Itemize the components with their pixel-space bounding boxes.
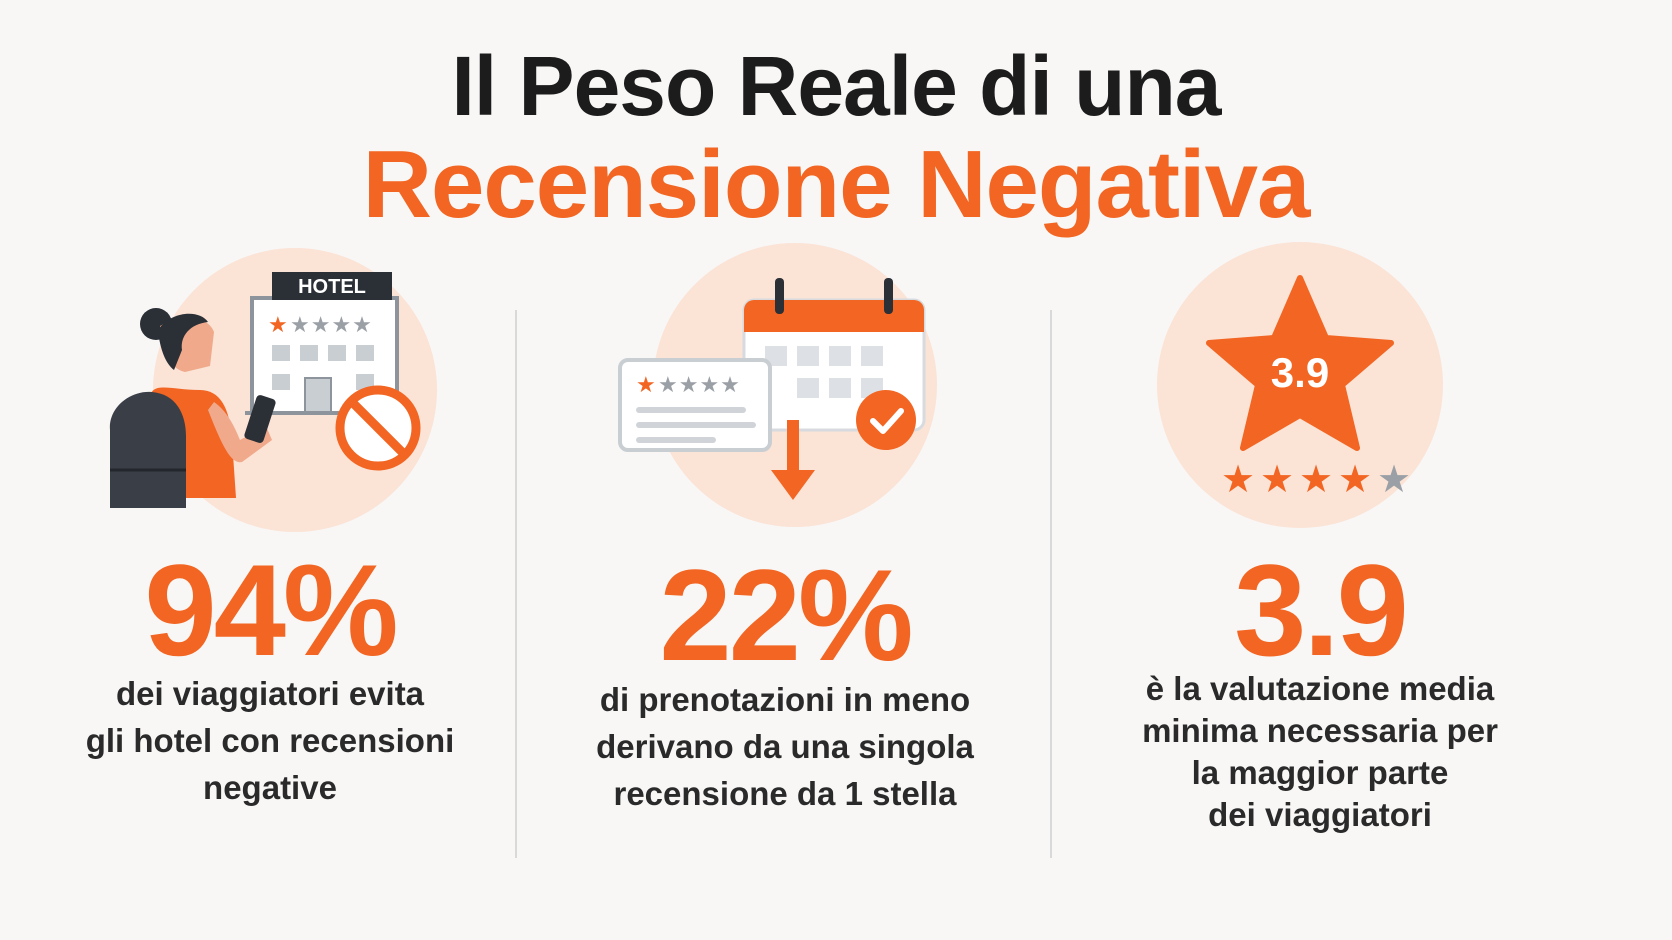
rating-star-icon: ★ [1377, 457, 1411, 501]
stat-description: di prenotazioni in meno derivano da una … [515, 676, 1055, 817]
star-rating-label: 3.9 [1271, 349, 1329, 396]
stat-description-line: gli hotel con recensioni [85, 722, 455, 759]
svg-text:★: ★ [636, 373, 656, 398]
rating-star-icon: ★ [1260, 457, 1294, 501]
stat-description-line: è la valutazione media [1145, 670, 1495, 707]
stat-value: 22% [659, 542, 913, 688]
rating-star-icon: ★ [1221, 457, 1255, 501]
stat-description-line: dei viaggiatori evita [115, 675, 425, 712]
stat-card-rating: 3.9 ★ ★ ★ ★ ★ 3.9 è la valutazione media min… [1050, 0, 1590, 940]
svg-text:★: ★ [268, 313, 288, 338]
review-calendar-down-icon: ★ ★★★★ [618, 243, 937, 527]
column-divider [515, 310, 517, 858]
stat-description-line: recensione da 1 stella [613, 775, 957, 812]
stat-description-line: derivano da una singola [596, 728, 974, 765]
stat-value: 94% [144, 537, 398, 683]
stat-value: 3.9 [1234, 537, 1409, 683]
stat-description-line: negative [203, 769, 337, 806]
svg-text:★★★★: ★★★★ [290, 313, 373, 338]
stat-description: è la valutazione media minima necessaria… [1050, 668, 1590, 836]
column-divider [1050, 310, 1052, 858]
rating-star-icon: ★ [1299, 457, 1333, 501]
rating-stars: ★ ★ ★ ★ ★ [1221, 457, 1411, 501]
stat-card-travelers: HOTEL ★ ★★★★ 94% dei viaggiatori evita g… [0, 0, 540, 940]
stat-description-line: di prenotazioni in meno [599, 681, 971, 718]
stat-description-line: la maggior parte [1191, 754, 1449, 791]
hotel-sign: HOTEL [298, 276, 366, 298]
title-line-2: Recensione Negativa [362, 131, 1311, 238]
star-rating-icon: 3.9 ★ ★ ★ ★ ★ [1157, 242, 1443, 528]
rating-star-icon: ★ [1338, 457, 1372, 501]
stat-description-line: dei viaggiatori [1208, 796, 1432, 833]
stat-description-line: minima necessaria per [1142, 712, 1498, 749]
svg-text:★★★★: ★★★★ [658, 373, 741, 398]
title-line-1: Il Peso Reale di una [451, 39, 1222, 133]
stat-card-bookings: ★ ★★★★ 22% di prenotazioni in meno deriv… [515, 0, 1055, 940]
traveler-hotel-no-icon: HOTEL ★ ★★★★ [109, 248, 437, 532]
stat-description: dei viaggiatori evita gli hotel con rece… [0, 670, 540, 811]
